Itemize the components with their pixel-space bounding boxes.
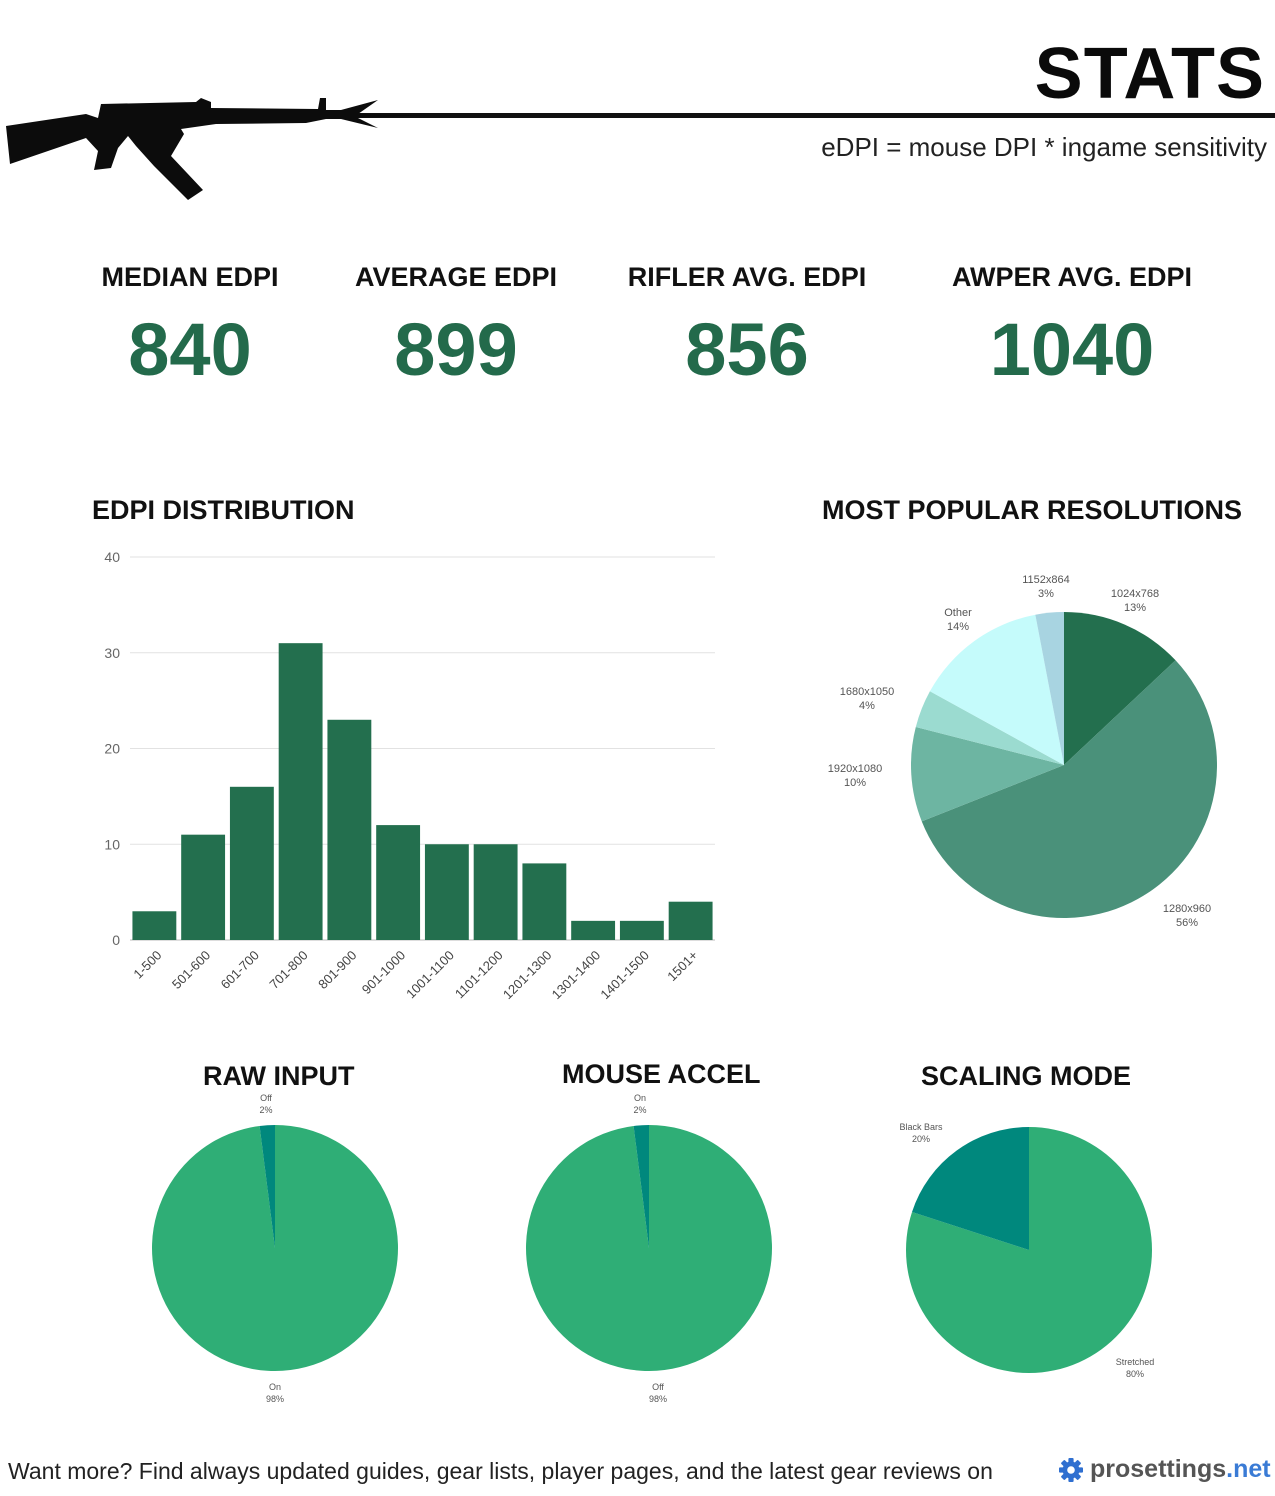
slice-label: 1920x1080 [828,763,882,775]
bar [424,844,469,940]
x-tick-label: 1101-1200 [452,948,506,1002]
x-tick-label: 1-500 [130,948,164,982]
stat-label: AWPER AVG. EDPI [951,262,1193,292]
slice-percent: 14% [947,621,969,633]
stat-label: RIFLER AVG. EDPI [627,262,867,292]
bar [327,719,372,940]
y-tick-label: 20 [104,741,120,757]
stat-value: 1040 [989,308,1155,391]
stat-value: 840 [128,308,252,391]
slice-label: Other [944,607,972,619]
pie-slice [1064,612,1176,765]
mouse-accel-pie-chart: Off 98% On 2% [526,1093,772,1404]
slice-percent: 3% [1038,588,1054,600]
x-tick-label: 501-600 [169,948,213,992]
slice-label: 1024x768 [1111,588,1159,600]
prosettings-logo[interactable]: prosettings.net [1058,1455,1271,1484]
bar [522,863,567,940]
bar [668,901,713,940]
scaling-mode-pie-chart: Stretched 80% Black Bars 20% [899,1122,1155,1379]
stat-value: 899 [394,308,518,391]
slice-label: Stretched [1116,1357,1155,1367]
bar [229,786,274,940]
edpi-distribution-title: EDPI DISTRIBUTION [92,495,355,525]
x-tick-label: 1301-1400 [549,948,604,1003]
pie-slice [929,614,1064,765]
page-title: STATS [1034,34,1265,114]
x-tick-label: 1501+ [664,948,700,984]
stat-label: AVERAGE EDPI [354,262,558,292]
y-tick-label: 30 [104,645,120,661]
pie-slice [921,660,1217,918]
bar [473,844,518,940]
title-rule [330,113,1275,118]
slice-percent: 13% [1124,602,1146,614]
edpi-formula: eDPI = mouse DPI * ingame sensitivity [821,132,1267,162]
slice-label: 1280x960 [1163,903,1211,915]
stat-label: MEDIAN EDPI [101,262,279,292]
resolutions-pie-chart: 1024x768 13% 1280x960 56% 1920x1080 10% 1680x1… [828,574,1217,929]
x-tick-label: 801-900 [315,948,359,992]
slice-percent: 4% [859,700,875,712]
slice-percent: 56% [1176,917,1198,929]
pie-slice [912,1127,1029,1250]
brand-tld: .net [1226,1455,1271,1483]
slice-percent: 98% [266,1394,284,1404]
bar [181,834,226,940]
stat-rifler-avg-edpi: RIFLER AVG. EDPI 856 [607,262,887,387]
pie-slice [259,1125,275,1248]
slice-percent: 98% [649,1394,667,1404]
slice-percent: 20% [912,1134,930,1144]
resolutions-title: MOST POPULAR RESOLUTIONS [822,495,1243,525]
rifle-icon [6,98,426,200]
pie-slice [915,691,1064,765]
slice-percent: 2% [633,1105,646,1115]
y-tick-label: 40 [104,549,120,565]
slice-label: Black Bars [899,1122,943,1132]
pie-slice [911,726,1064,822]
stat-awper-avg-edpi: AWPER AVG. EDPI 1040 [932,262,1212,387]
raw-input-pie-chart: On 98% Off 2% [151,1093,398,1404]
slice-percent: 10% [844,777,866,789]
x-tick-label: 901-1000 [359,948,408,997]
brand-name: prosettings.net [1090,1455,1271,1484]
stat-value: 856 [685,308,809,391]
slice-percent: 2% [259,1105,272,1115]
y-tick-label: 0 [112,932,120,948]
edpi-distribution-chart: 0 10 20 30 40 1-500 501-600 601-700 701-800 801-9… [104,549,715,1003]
slice-label: Off [260,1093,272,1103]
x-tick-label: 601-700 [218,948,262,992]
footer-text: Want more? Find always updated guides, g… [8,1458,993,1484]
bar [278,643,323,940]
slice-label: On [634,1093,646,1103]
slice-label: Off [652,1382,664,1392]
pie-slice [151,1125,398,1371]
stat-average-edpi: AVERAGE EDPI 899 [316,262,596,387]
x-tick-label: 1001-1100 [403,948,457,1002]
mouse-accel-title: MOUSE ACCEL [562,1059,761,1089]
gear-icon [1059,1457,1083,1482]
raw-input-title: RAW INPUT [203,1061,355,1091]
slice-label: On [269,1382,281,1392]
stat-median-edpi: MEDIAN EDPI 840 [50,262,330,387]
y-tick-label: 10 [104,836,120,852]
slice-label: 1680x1050 [840,686,894,698]
bar [132,911,177,940]
x-tick-label: 701-800 [266,948,310,992]
bar [571,920,616,940]
bar [619,920,664,940]
slice-percent: 80% [1126,1369,1144,1379]
x-tick-label: 1401-1500 [597,948,652,1003]
pie-slice [1035,612,1064,765]
bar [376,825,421,940]
x-tick-label: 1201-1300 [500,948,555,1003]
pie-slice [633,1125,649,1248]
brand-name-text: prosettings [1090,1455,1227,1483]
scaling-mode-title: SCALING MODE [921,1061,1132,1091]
slice-label: 1152x864 [1022,574,1070,586]
